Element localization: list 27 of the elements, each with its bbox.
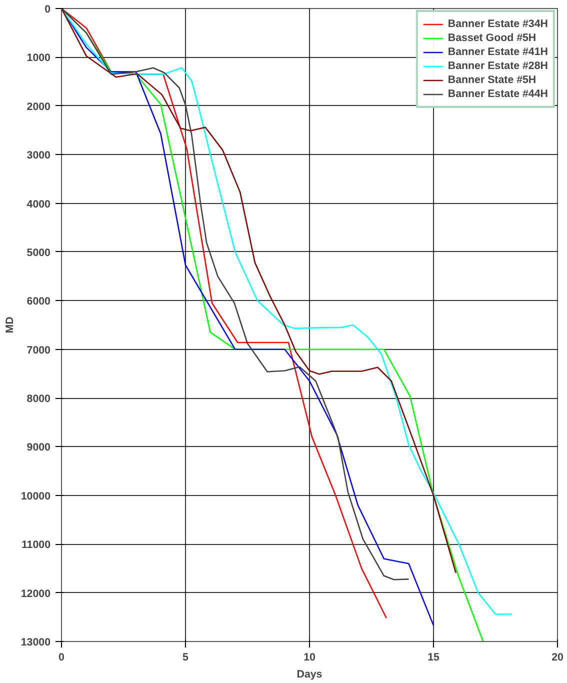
y-axis-title: MD (4, 316, 16, 334)
y-tick-label: 11000 (21, 539, 51, 552)
x-tick-label: 15 (428, 652, 440, 664)
y-tick-label: 13000 (20, 636, 51, 648)
legend-label: Banner State #5H (448, 73, 536, 87)
x-axis-title: Days (296, 668, 322, 680)
x-tick-label: 20 (552, 652, 564, 664)
x-tick-label: 0 (58, 652, 65, 664)
y-tick-label: 8000 (26, 393, 51, 406)
legend-label: Banner Estate #41H (448, 45, 548, 59)
y-tick-label: 7000 (26, 344, 51, 356)
y-tick-label: 10000 (20, 490, 51, 502)
y-tick-label: 5000 (26, 246, 51, 259)
y-tick-label: 12000 (20, 588, 51, 600)
legend-label: Banner Estate #28H (448, 59, 548, 73)
legend-label: Basset Good #5H (448, 31, 536, 45)
y-tick-label: 9000 (26, 442, 51, 454)
y-tick-label: 3000 (26, 150, 51, 162)
y-tick-label: 4000 (26, 198, 51, 210)
y-tick-label: 2000 (26, 100, 51, 113)
y-tick-label: 0 (44, 4, 51, 16)
x-tick-label: 10 (304, 652, 316, 664)
y-tick-label: 1000 (26, 52, 51, 64)
legend-label: Banner Estate #34H (448, 17, 548, 31)
y-tick-label: 6000 (26, 296, 51, 308)
x-tick-label: 5 (182, 652, 189, 664)
legend-label: Banner Estate #44H (448, 87, 548, 101)
